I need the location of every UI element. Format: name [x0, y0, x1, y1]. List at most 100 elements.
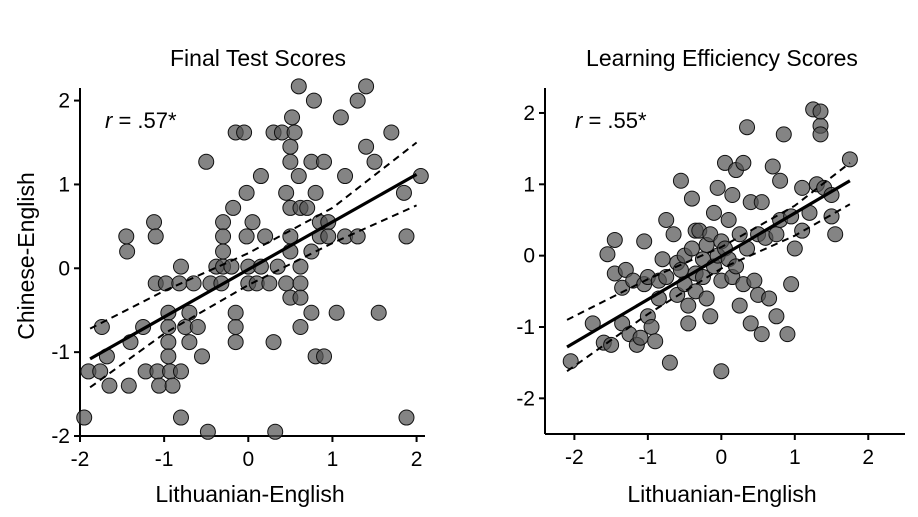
- panel-final-test-scores: Final Test Scores r = .57* Chinese-Engli…: [13, 45, 429, 507]
- data-point: [713, 363, 730, 380]
- y-tick-label: 1: [58, 173, 70, 196]
- data-point: [768, 226, 785, 243]
- data-point: [603, 336, 620, 353]
- y-tick-label: -2: [51, 425, 70, 448]
- data-point: [783, 276, 800, 293]
- data-point: [349, 92, 366, 109]
- panel-learning-efficiency-scores: Learning Efficiency Scores r = .55* Lith…: [516, 45, 905, 507]
- x-axis-label: Lithuanian-English: [155, 481, 344, 507]
- plot-area: -2 -1 0 1 2 -2 -1 0 1 2: [51, 78, 429, 471]
- data-point: [698, 290, 715, 307]
- data-point: [101, 377, 118, 394]
- data-point: [282, 153, 299, 170]
- data-point: [772, 172, 789, 189]
- data-point: [316, 153, 333, 170]
- data-point: [731, 297, 748, 314]
- data-point: [198, 153, 215, 170]
- data-point: [654, 251, 671, 268]
- data-point: [398, 409, 415, 426]
- data-point: [683, 190, 700, 207]
- data-point: [151, 377, 168, 394]
- data-point: [643, 318, 660, 335]
- data-point: [328, 304, 345, 321]
- y-tick-label: -2: [516, 387, 535, 410]
- plot-area: -2 -1 0 1 2 -2 -1 0 1 2: [516, 88, 905, 469]
- data-point: [680, 315, 697, 332]
- data-point: [349, 228, 366, 245]
- data-point: [728, 258, 745, 275]
- data-point: [358, 78, 375, 95]
- data-point: [292, 289, 309, 306]
- data-point: [172, 409, 189, 426]
- r-value: = .55*: [582, 108, 647, 133]
- r-value: = .57*: [112, 108, 177, 133]
- y-tick-label: 2: [58, 90, 70, 113]
- data-point: [694, 269, 711, 286]
- data-point: [215, 243, 232, 260]
- data-point: [215, 228, 232, 245]
- data-point: [599, 246, 616, 263]
- x-tick-label: 0: [242, 448, 254, 471]
- data-point: [199, 423, 216, 440]
- data-point: [278, 184, 295, 201]
- data-point: [768, 308, 785, 325]
- x-tick-label: 0: [715, 446, 727, 469]
- data-point: [794, 222, 811, 239]
- data-point: [398, 228, 415, 245]
- data-point: [702, 308, 719, 325]
- correlation-annotation: r = .57*: [105, 108, 177, 133]
- data-point: [720, 211, 737, 228]
- x-tick-label: -2: [71, 448, 90, 471]
- data-point: [172, 363, 189, 380]
- y-axis-label: Chinese-English: [13, 172, 39, 339]
- data-point: [76, 409, 93, 426]
- data-point: [812, 126, 829, 143]
- data-point: [316, 348, 333, 365]
- ci-lower-line: [89, 204, 417, 389]
- data-point: [303, 304, 320, 321]
- data-point: [753, 194, 770, 211]
- data-point: [147, 228, 164, 245]
- data-point: [383, 124, 400, 141]
- data-point: [227, 334, 244, 351]
- data-point: [290, 168, 307, 185]
- chart-title: Learning Efficiency Scores: [586, 45, 858, 71]
- data-point: [775, 126, 792, 143]
- ci-upper-line: [89, 141, 418, 330]
- x-tick-label: -2: [565, 446, 584, 469]
- data-point: [284, 109, 301, 126]
- data-point: [215, 214, 232, 231]
- data-point: [779, 326, 796, 343]
- data-point: [658, 269, 675, 286]
- data-point: [735, 154, 752, 171]
- y-tick-label: -1: [51, 341, 70, 364]
- data-point: [647, 333, 664, 350]
- data-point: [185, 275, 202, 292]
- data-point: [286, 124, 303, 141]
- x-axis-label: Lithuanian-English: [627, 481, 816, 507]
- data-point: [812, 103, 829, 120]
- data-point: [731, 226, 748, 243]
- x-tick-label: 2: [862, 446, 874, 469]
- x-tick-label: 1: [327, 448, 339, 471]
- data-point: [292, 275, 309, 292]
- data-point: [366, 153, 383, 170]
- data-point: [238, 228, 255, 245]
- data-point: [227, 318, 244, 335]
- data-point: [160, 334, 177, 351]
- x-tick-label: 2: [411, 448, 423, 471]
- y-tick-label: 0: [523, 245, 535, 268]
- data-point: [189, 318, 206, 335]
- data-point: [665, 226, 682, 243]
- data-point: [120, 377, 137, 394]
- data-point: [290, 78, 307, 95]
- data-point: [632, 329, 649, 346]
- data-point: [370, 304, 387, 321]
- x-tick-label: -1: [155, 448, 174, 471]
- data-point: [764, 158, 781, 175]
- data-point: [606, 231, 623, 248]
- data-point: [292, 318, 309, 335]
- data-point: [761, 290, 778, 307]
- data-point: [786, 240, 803, 257]
